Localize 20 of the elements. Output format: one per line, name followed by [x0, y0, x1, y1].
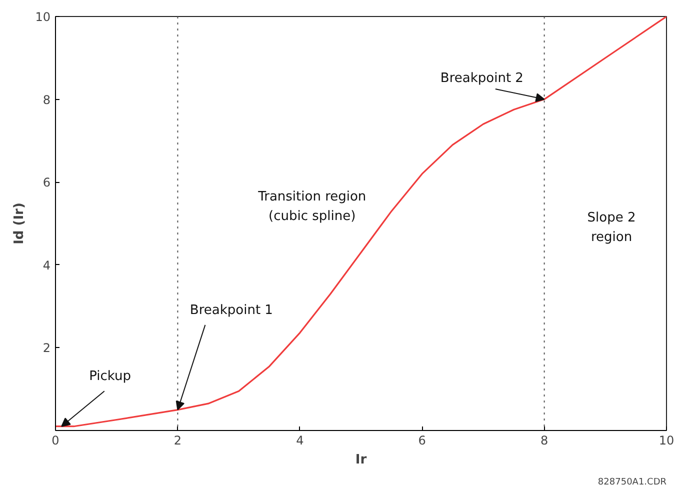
y-tick-label: 4	[42, 258, 51, 272]
x-tick-label: 0	[52, 434, 60, 448]
annotation: Breakpoint 2	[440, 71, 524, 86]
y-axis-title: Id (Ir)	[12, 202, 28, 244]
y-tick-label: 2	[42, 341, 51, 356]
x-tick-label: 4	[296, 434, 304, 448]
x-axis-title: Ir	[355, 452, 368, 468]
x-tick-label: 2	[174, 434, 182, 448]
annotation: Pickup	[89, 369, 132, 384]
x-tick-label: 6	[418, 434, 426, 448]
y-tick-label: 10	[35, 10, 51, 24]
text: 828750A1.CDR	[598, 478, 667, 488]
annotation: Breakpoint 1	[190, 302, 273, 318]
y-tick-label: 8	[42, 92, 51, 107]
x-tick-label: 10	[658, 434, 674, 448]
annotation: Slope 2 region	[587, 210, 636, 245]
x-tick-label: 8	[540, 434, 548, 448]
y-tick-label: 6	[42, 176, 51, 190]
line-series	[56, 16, 666, 428]
annotation: Transition region (cubic spline)	[257, 190, 366, 224]
